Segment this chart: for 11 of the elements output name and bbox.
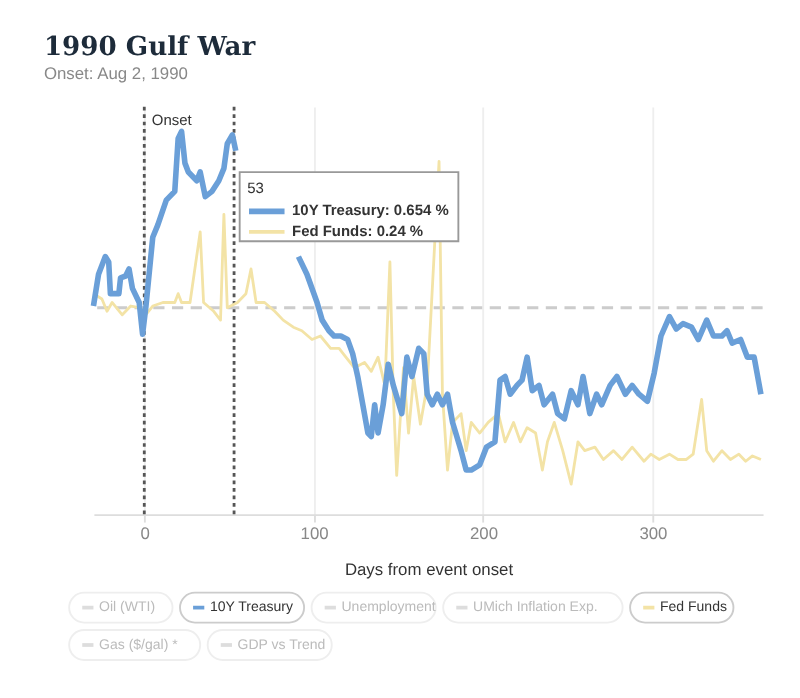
x-tick-label: 200 bbox=[470, 523, 499, 544]
x-tick-label: 0 bbox=[140, 523, 151, 544]
x-axis-title: Days from event onset bbox=[344, 558, 515, 579]
annotation: Fed Funds: 0.24 % bbox=[292, 221, 424, 240]
x-tick-label: 300 bbox=[639, 523, 669, 544]
annotation: 53 bbox=[247, 178, 264, 197]
chart-title: 1990 Gulf War bbox=[43, 32, 258, 63]
annotation: 10Y Treasury: 0.654 % bbox=[292, 201, 450, 220]
x-tick-label: 100 bbox=[300, 523, 330, 544]
ref-line-label: Onset bbox=[151, 111, 194, 130]
chart-subtitle: Onset: Aug 2, 1990 bbox=[43, 63, 189, 84]
